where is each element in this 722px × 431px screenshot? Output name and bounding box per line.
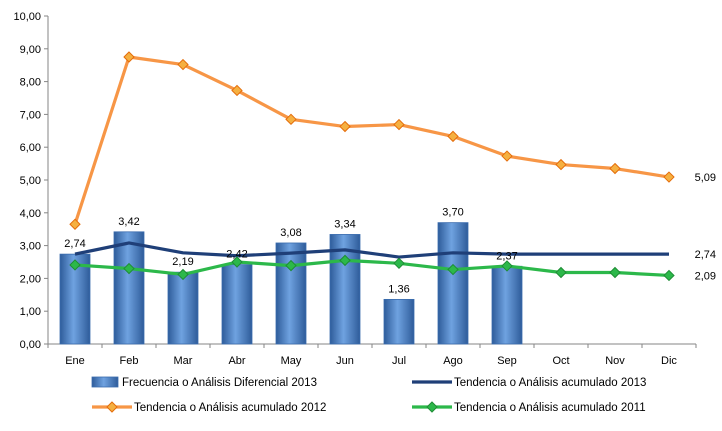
series-2012-trend-point	[501, 150, 513, 162]
legend-swatch	[91, 376, 119, 388]
bar-data-label: 3,70	[442, 207, 463, 219]
x-tick-label: Dic	[661, 355, 677, 367]
series-2012-trend-point	[177, 58, 189, 71]
x-tick-label: Nov	[605, 355, 625, 367]
series-2011-trend-point	[177, 268, 189, 281]
legend-marker	[106, 401, 118, 413]
series-2013-trend-line	[74, 241, 669, 259]
y-tick-label: 6,00	[20, 142, 41, 154]
legend-label: Tendencia o Análisis acumulado 2012	[134, 402, 326, 414]
bar-data-label: 2,19	[172, 256, 193, 268]
x-tick-label: Oct	[552, 355, 569, 367]
x-tick-label: Feb	[120, 355, 139, 367]
x-tick-label: Ago	[443, 355, 463, 367]
line-series	[69, 51, 675, 282]
bar-data-label: 3,34	[334, 218, 355, 230]
bar	[167, 271, 199, 345]
series-2012-trend-point	[393, 118, 405, 131]
series-2012-trend-point	[609, 162, 621, 175]
series-2011-trend-point	[69, 259, 81, 271]
series-2011-trend-point	[393, 257, 405, 270]
y-tick-label: 0,00	[20, 339, 41, 351]
series-2012-trend-point	[663, 171, 675, 183]
series-2012-trend-line	[73, 55, 670, 225]
legend-marker	[426, 401, 438, 413]
series-2012-trend-point	[339, 120, 351, 133]
x-tick-label: Mar	[174, 355, 193, 367]
legend-label: Frecuencia o Análisis Diferencial 2013	[122, 377, 317, 389]
legend: Frecuencia o Análisis Diferencial 2013 Te…	[91, 376, 646, 414]
series-2012-trend-point	[123, 51, 135, 63]
bar-data-label: 2,37	[496, 250, 517, 262]
end-data-label: 5,09	[695, 172, 716, 184]
y-tick-label: 5,00	[20, 175, 41, 187]
series-2011-trend-point	[339, 254, 351, 267]
x-tick-label: Abr	[228, 355, 245, 367]
legend-label: Tendencia o Análisis acumulado 2013	[454, 377, 646, 389]
bar	[113, 231, 145, 345]
series-2011-trend-point	[447, 263, 459, 276]
x-tick-label: Ene	[65, 355, 85, 367]
series-2011-trend-point	[555, 266, 567, 279]
bar-data-label: 3,42	[118, 216, 139, 228]
x-tick-label: May	[281, 355, 302, 367]
axes: 0,00 1,00 2,00 3,00 4,00 5,00 6,00 7,00 8,00 9,00…	[13, 11, 697, 367]
bar-series	[59, 222, 523, 345]
series-2011-trend-point	[609, 266, 621, 279]
x-tick-label: Sep	[497, 355, 517, 367]
bar	[275, 242, 307, 345]
y-tick-label: 8,00	[20, 77, 41, 89]
y-tick-label: 2,00	[20, 273, 41, 285]
series-2012-trend-point	[69, 218, 81, 230]
bar-data-label: 2,42	[226, 249, 247, 261]
y-tick-label: 9,00	[20, 44, 41, 56]
y-tick-label: 3,00	[20, 241, 41, 253]
bar	[491, 265, 523, 345]
y-tick-label: 1,00	[20, 306, 41, 318]
y-tick-label: 4,00	[20, 208, 41, 220]
series-2011-trend-point	[123, 262, 135, 275]
data-labels: 2,74 3,42 2,19 2,42 3,08 3,34 1,36 3,70 2,37 5,09…	[64, 172, 716, 295]
bar	[383, 298, 415, 345]
series-2011-trend-point	[231, 256, 243, 268]
series-2011-trend-point	[663, 269, 675, 282]
bar	[437, 222, 469, 345]
series-2011-trend-point	[285, 259, 297, 272]
bar	[221, 264, 253, 345]
end-data-label: 2,74	[695, 249, 716, 261]
x-tick-label: Jun	[336, 355, 354, 367]
series-2012-trend-point	[447, 130, 459, 143]
y-tick-label: 10,00	[13, 11, 41, 23]
y-tick-label: 7,00	[20, 109, 41, 121]
series-2011-trend-line	[74, 258, 670, 278]
bar-data-label: 2,74	[64, 238, 85, 250]
bar-data-label: 3,08	[280, 227, 301, 239]
legend-label: Tendencia o Análisis acumulado 2011	[454, 402, 646, 414]
x-tick-label: Jul	[392, 355, 406, 367]
series-2012-trend-point	[285, 113, 297, 126]
series-2011-trend-point	[501, 260, 513, 272]
series-2012-trend-point	[555, 158, 567, 171]
bar-data-label: 1,36	[388, 283, 409, 295]
series-2012-trend-point	[231, 84, 243, 97]
end-data-label: 2,09	[695, 270, 716, 282]
